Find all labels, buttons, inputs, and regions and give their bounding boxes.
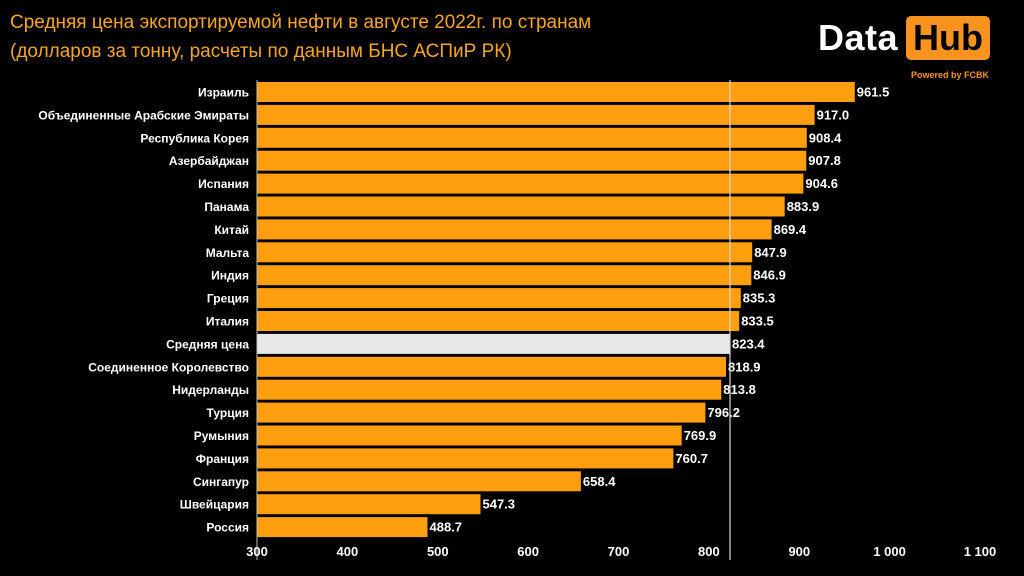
value-label-17: 658.4	[583, 474, 616, 489]
value-label-7: 847.9	[754, 245, 787, 260]
bar-9	[257, 288, 741, 309]
category-label-9: Греция	[207, 292, 249, 306]
category-label-5: Панама	[204, 200, 249, 214]
x-tick-label-8: 1 100	[964, 544, 997, 559]
logo-powered-by: Powered by FCBK	[911, 70, 990, 80]
value-label-16: 760.7	[675, 451, 708, 466]
chart-subtitle: (долларов за тонну, расчеты по данным БН…	[10, 41, 512, 62]
value-label-6: 869.4	[774, 222, 807, 237]
category-label-10: Италия	[206, 315, 249, 329]
bar-16	[257, 448, 674, 469]
value-label-4: 904.6	[805, 176, 838, 191]
category-label-19: Россия	[206, 521, 249, 535]
category-label-3: Азербайджан	[169, 154, 249, 168]
bar-7	[257, 242, 753, 263]
logo-word-hub: Hub	[906, 16, 991, 60]
bar-10	[257, 311, 740, 331]
value-label-19: 488.7	[430, 520, 463, 535]
category-label-8: Индия	[211, 269, 249, 283]
logo-wordmark: Data Hub	[818, 14, 1008, 62]
bar-15	[257, 425, 682, 446]
bar-17	[257, 471, 581, 492]
bar-19	[257, 517, 428, 538]
category-label-17: Сингапур	[193, 475, 249, 489]
x-tick-label-4: 700	[608, 544, 630, 559]
value-label-0: 961.5	[857, 85, 890, 100]
x-tick-label-6: 900	[788, 544, 810, 559]
category-label-4: Испания	[198, 177, 249, 191]
value-label-15: 769.9	[684, 428, 717, 443]
bar-0	[257, 82, 855, 102]
chart-title-block: Средняя цена экспортируемой нефти в авгу…	[10, 8, 770, 66]
bar-11	[257, 333, 730, 354]
category-label-12: Соединенное Королевство	[88, 360, 249, 374]
category-label-14: Турция	[207, 406, 249, 420]
value-label-18: 547.3	[483, 497, 516, 512]
category-label-13: Нидерланды	[172, 383, 249, 397]
value-label-13: 813.8	[723, 382, 756, 397]
category-label-0: Израиль	[198, 86, 249, 100]
value-label-3: 907.8	[808, 153, 841, 168]
value-label-9: 835.3	[743, 291, 776, 306]
logo-word-data: Data	[818, 17, 899, 58]
bar-14	[257, 402, 706, 423]
category-label-16: Франция	[196, 452, 249, 466]
chart-title: Средняя цена экспортируемой нефти в авгу…	[10, 12, 592, 33]
x-tick-label-0: 300	[246, 544, 268, 559]
category-label-7: Мальта	[206, 246, 250, 260]
category-label-6: Китай	[214, 223, 249, 237]
category-label-1: Объединенные Арабские Эмираты	[38, 108, 249, 122]
value-label-10: 833.5	[741, 314, 774, 329]
value-label-5: 883.9	[787, 199, 820, 214]
bar-2	[257, 127, 807, 148]
bar-5	[257, 196, 785, 217]
x-tick-label-2: 500	[427, 544, 449, 559]
category-label-11: Средняя цена	[166, 337, 249, 351]
bar-18	[257, 494, 481, 515]
value-label-2: 908.4	[809, 130, 842, 145]
category-label-18: Швейцария	[180, 498, 249, 512]
category-label-2: Республика Корея	[140, 131, 249, 145]
x-tick-label-7: 1 000	[873, 544, 906, 559]
bar-4	[257, 173, 804, 194]
bar-1	[257, 104, 815, 125]
value-label-12: 818.9	[728, 359, 761, 374]
value-label-11: 823.4	[732, 336, 765, 351]
datahub-logo: Data Hub Powered by FCBK	[818, 14, 1008, 84]
value-label-14: 796.2	[707, 405, 740, 420]
value-label-8: 846.9	[753, 268, 786, 283]
value-label-1: 917.0	[817, 107, 850, 122]
bar-8	[257, 265, 752, 286]
bar-13	[257, 379, 722, 400]
bar-12	[257, 356, 726, 377]
category-label-15: Румыния	[194, 429, 249, 443]
x-tick-label-3: 600	[517, 544, 539, 559]
x-tick-label-5: 800	[698, 544, 720, 559]
x-tick-label-1: 400	[337, 544, 359, 559]
bar-6	[257, 219, 772, 240]
bar-3	[257, 150, 807, 171]
